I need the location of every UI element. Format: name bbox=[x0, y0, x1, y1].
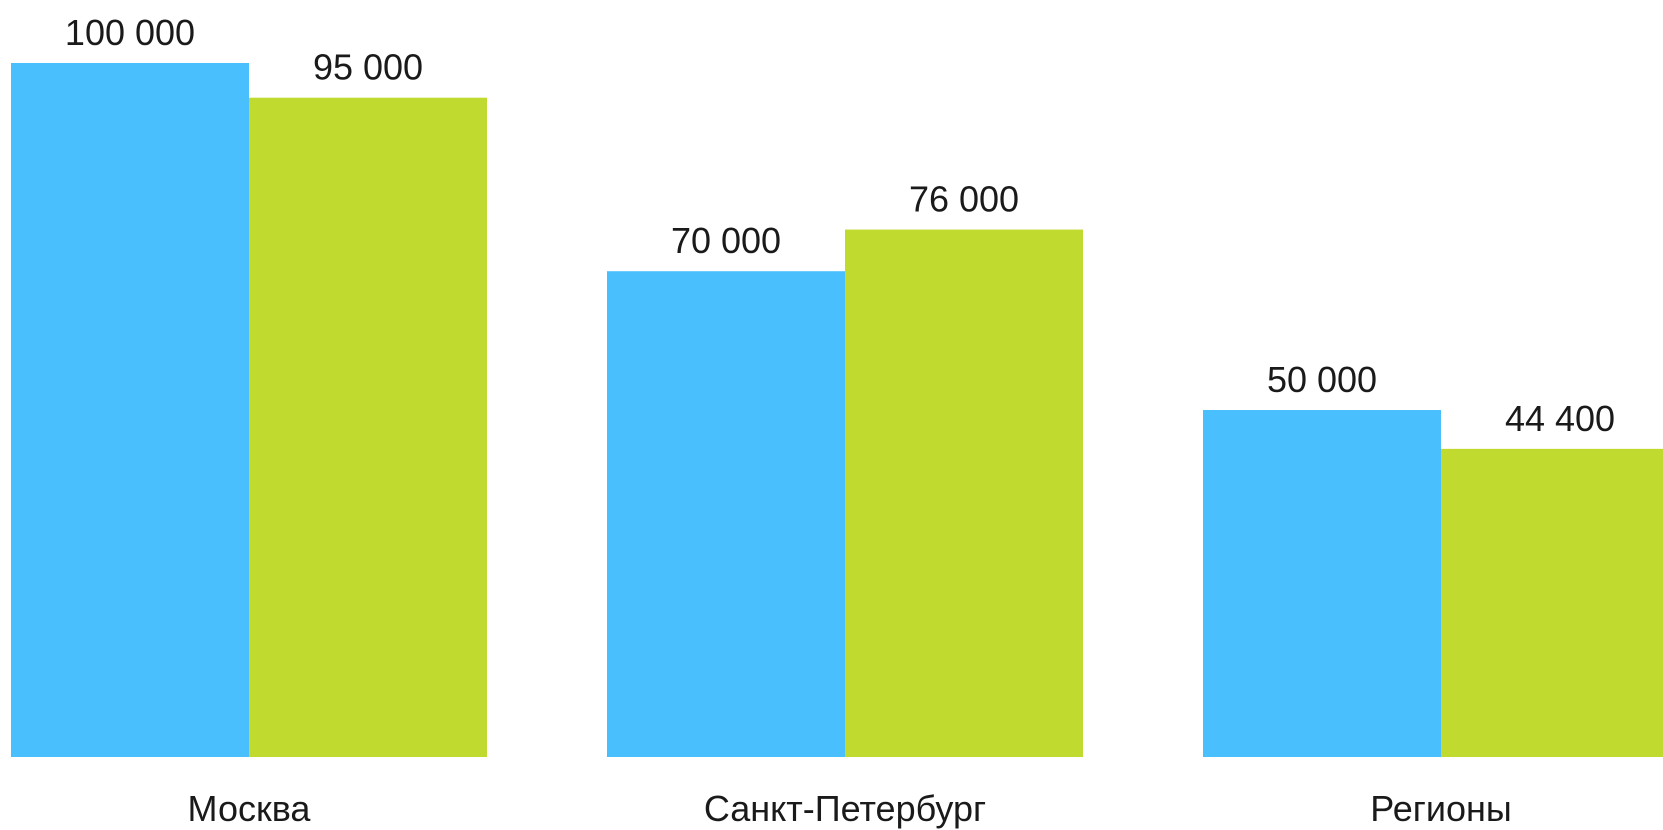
bar-2-1 bbox=[1441, 448, 1663, 757]
value-label-1-1: 76 000 bbox=[909, 179, 1019, 220]
bar-0-0 bbox=[11, 63, 249, 757]
category-label-1: Санкт-Петербург bbox=[704, 788, 986, 829]
bars-group bbox=[11, 63, 1663, 757]
value-label-2-0: 50 000 bbox=[1267, 359, 1377, 400]
category-labels-group: Москва Санкт-Петербург Регионы bbox=[188, 788, 1512, 829]
value-label-0-1: 95 000 bbox=[313, 47, 423, 88]
value-label-1-0: 70 000 bbox=[671, 220, 781, 261]
value-label-0-0: 100 000 bbox=[65, 12, 195, 53]
bar-1-0 bbox=[607, 271, 845, 757]
value-labels-group: 100 000 95 000 70 000 76 000 50 000 44 400 bbox=[65, 12, 1615, 439]
bar-0-1 bbox=[249, 97, 487, 757]
bar-1-1 bbox=[845, 229, 1083, 757]
category-label-0: Москва bbox=[188, 788, 312, 829]
category-label-2: Регионы bbox=[1370, 788, 1511, 829]
bar-2-0 bbox=[1203, 410, 1441, 757]
value-label-2-1: 44 400 bbox=[1505, 398, 1615, 439]
